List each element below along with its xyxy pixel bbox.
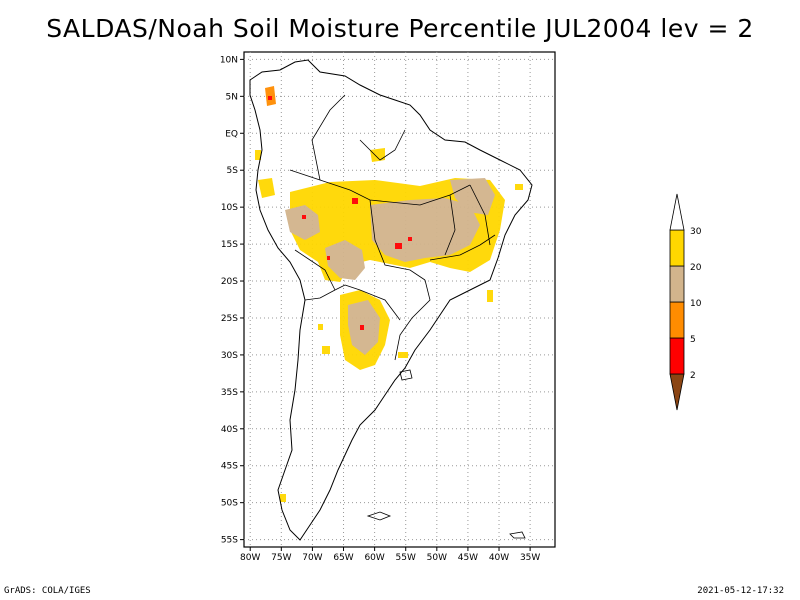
lon-tick-label: 45W bbox=[458, 553, 478, 563]
longitude-labels: 80W 75W 70W 65W 60W 55W 50W 45W 40W 35W bbox=[240, 553, 540, 563]
border-2 bbox=[311, 94, 346, 181]
lon-tick-label: 65W bbox=[333, 553, 353, 563]
footer-grads-label: GrADS: COLA/IGES bbox=[4, 586, 91, 596]
lon-tick-label: 75W bbox=[271, 553, 291, 563]
legend-swatch-1 bbox=[669, 337, 685, 375]
shade-amazon-west bbox=[258, 178, 275, 198]
border-8 bbox=[429, 234, 496, 261]
dot-4 bbox=[255, 150, 261, 160]
island-tierra bbox=[509, 531, 526, 539]
hotspot-7 bbox=[268, 96, 272, 100]
border-7 bbox=[294, 249, 336, 291]
hotspot-1 bbox=[352, 198, 358, 204]
dot-7 bbox=[280, 494, 286, 502]
dot-2 bbox=[318, 324, 323, 330]
lat-tick-label: 30S bbox=[221, 351, 238, 361]
lat-tick-label: 40S bbox=[221, 425, 238, 435]
legend-label: 10 bbox=[690, 299, 702, 309]
dot-5 bbox=[487, 290, 493, 302]
legend-swatch-2 bbox=[669, 301, 685, 339]
south-america-coastline bbox=[249, 59, 533, 541]
lat-tick-label: 25S bbox=[221, 314, 238, 324]
lat-tick-label: 5N bbox=[226, 92, 238, 102]
dot-1 bbox=[398, 352, 408, 358]
legend-label: 30 bbox=[690, 227, 702, 237]
lat-tick-label: EQ bbox=[225, 129, 238, 139]
lon-tick-label: 55W bbox=[396, 553, 416, 563]
lon-tick-label: 50W bbox=[427, 553, 447, 563]
legend-colorbar: 2 5 10 20 30 bbox=[669, 193, 702, 411]
border-9 bbox=[444, 194, 456, 256]
legend-arrow-top bbox=[669, 193, 685, 231]
border-3 bbox=[369, 199, 426, 281]
lat-tick-label: 50S bbox=[221, 499, 238, 509]
island-falklands bbox=[366, 511, 392, 521]
lon-tick-label: 35W bbox=[520, 553, 540, 563]
map-frame bbox=[243, 51, 556, 548]
shade-peru bbox=[285, 205, 320, 240]
legend-swatch-3 bbox=[669, 265, 685, 303]
legend-swatch-4 bbox=[669, 229, 685, 267]
lat-tick-label: 5S bbox=[227, 166, 239, 176]
shade-tan-ne bbox=[450, 178, 495, 215]
dot-3 bbox=[322, 346, 330, 354]
hotspot-4 bbox=[302, 215, 306, 219]
lat-tick-label: 45S bbox=[221, 462, 238, 472]
scattered-yellow bbox=[255, 150, 523, 502]
border-5 bbox=[344, 284, 401, 321]
lat-tick-label: 35S bbox=[221, 388, 238, 398]
dot-6 bbox=[515, 184, 523, 190]
hotspot-5 bbox=[360, 325, 364, 330]
shade-amazon-north bbox=[370, 148, 385, 162]
hotspot-2 bbox=[395, 243, 402, 249]
shade-bolivia bbox=[325, 240, 365, 280]
border-10 bbox=[469, 184, 491, 246]
lon-tick-label: 60W bbox=[364, 553, 384, 563]
border-6 bbox=[304, 284, 346, 301]
hotspot-3 bbox=[408, 237, 412, 241]
island-chiloe bbox=[399, 369, 413, 381]
footer-timestamp: 2021-05-12-17:32 bbox=[697, 586, 784, 596]
latitude-labels: 10N 5N EQ 5S 10S 15S 20S 25S 30S 35S 40S 45S 50S 55S bbox=[220, 55, 238, 545]
border-4 bbox=[394, 279, 431, 361]
lat-tick-label: 10N bbox=[220, 55, 238, 65]
lat-tick-label: 55S bbox=[221, 536, 238, 546]
red-hotspots bbox=[268, 96, 412, 330]
lat-tick-label: 15S bbox=[221, 240, 238, 250]
legend-label: 5 bbox=[690, 335, 696, 345]
border-11 bbox=[359, 129, 406, 161]
lon-tick-label: 80W bbox=[240, 553, 260, 563]
hotspot-6 bbox=[327, 256, 330, 260]
legend-arrow-bottom bbox=[669, 373, 685, 411]
country-borders bbox=[289, 94, 496, 361]
legend-label: 2 bbox=[690, 371, 696, 381]
lon-tick-label: 70W bbox=[302, 553, 322, 563]
islands bbox=[366, 369, 526, 539]
gridlines bbox=[240, 52, 555, 551]
legend-label: 20 bbox=[690, 263, 702, 273]
lat-tick-label: 10S bbox=[221, 203, 238, 213]
lat-tick-label: 20S bbox=[221, 277, 238, 287]
lon-tick-label: 40W bbox=[489, 553, 509, 563]
map-title: SALDAS/Noah Soil Moisture Percentile JUL… bbox=[46, 14, 754, 43]
